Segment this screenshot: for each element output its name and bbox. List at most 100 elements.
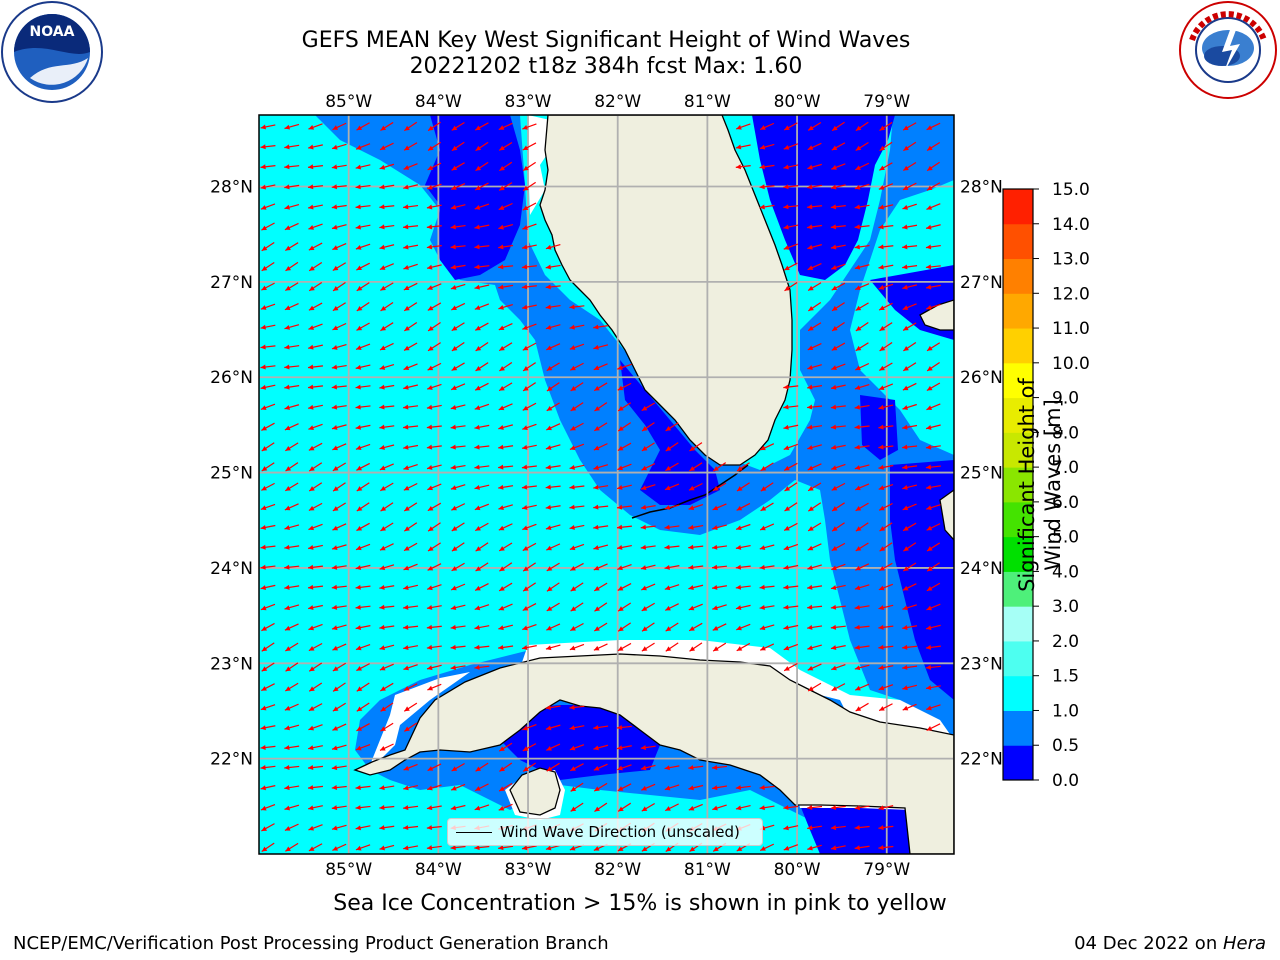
wave-arrow: [569, 443, 585, 451]
wave-arrow: [807, 404, 823, 410]
wave-arrow: [260, 785, 276, 791]
wave-arrow: [712, 785, 727, 791]
wave-arrow: [854, 483, 870, 491]
wave-arrow: [380, 722, 394, 732]
wave-arrow: [759, 805, 775, 811]
wave-arrow: [570, 582, 584, 592]
wave-arrow: [521, 264, 537, 270]
wave-arrow: [617, 422, 632, 432]
wave-arrow: [284, 423, 299, 431]
lat-label: 26°N: [960, 368, 1003, 388]
wave-arrow: [807, 584, 823, 590]
wave-arrow: [617, 602, 632, 612]
wave-arrow: [426, 784, 442, 791]
wave-arrow: [545, 284, 561, 290]
wave-arrow: [831, 121, 845, 132]
wave-arrow: [617, 402, 632, 412]
wave-arrow: [355, 143, 371, 150]
wave-arrow: [261, 262, 275, 272]
colorbar-segment: [1003, 189, 1033, 225]
wave-arrow: [285, 242, 299, 252]
wave-arrow: [474, 464, 490, 470]
wave-arrow: [925, 624, 941, 631]
wave-arrow: [332, 682, 346, 692]
wave-arrow: [261, 462, 275, 472]
wave-arrow: [379, 204, 395, 210]
wave-arrow: [356, 302, 370, 312]
wave-arrow: [474, 664, 490, 670]
wave-arrow: [807, 163, 822, 170]
wave-arrow: [427, 322, 441, 332]
wave-arrow: [569, 362, 584, 371]
wave-arrow: [593, 504, 609, 510]
wave-arrow: [878, 424, 894, 430]
wave-arrow: [735, 544, 751, 550]
wave-arrow: [902, 604, 917, 611]
wave-arrow: [688, 482, 703, 491]
wave-arrow: [261, 442, 275, 452]
wave-arrow: [736, 502, 751, 511]
wave-arrow: [759, 785, 775, 791]
wave-arrow: [879, 322, 893, 332]
wave-arrow: [664, 803, 679, 812]
wave-arrow: [284, 184, 300, 190]
wave-arrow: [807, 204, 823, 210]
colorbar-segment: [1003, 745, 1033, 781]
wave-arrow: [427, 342, 441, 352]
wave-zone-low: [620, 360, 720, 505]
wave-arrow: [332, 462, 347, 472]
noaa-logo-icon: NOAA: [1, 1, 103, 103]
wave-arrow: [926, 382, 941, 392]
wave-arrow: [759, 184, 775, 190]
wave-arrow: [593, 324, 609, 330]
wave-arrow: [260, 384, 276, 390]
wave-arrow: [475, 322, 489, 331]
wave-arrow: [807, 805, 823, 811]
wave-arrow: [926, 504, 941, 511]
wave-arrow: [522, 123, 537, 130]
wave-arrow: [450, 383, 466, 391]
wave-arrow: [545, 464, 561, 470]
wave-arrow: [902, 362, 917, 372]
wave-arrow: [284, 745, 300, 751]
wave-arrow: [522, 323, 537, 330]
wave-arrow: [522, 562, 536, 572]
wave-arrow: [807, 543, 822, 551]
wave-arrow: [451, 302, 466, 311]
wave-arrow: [498, 202, 513, 211]
wave-arrow: [332, 243, 347, 251]
wave-arrow: [830, 204, 846, 210]
wave-arrow: [331, 805, 347, 811]
wave-arrow: [902, 382, 917, 391]
wave-arrow: [308, 604, 323, 610]
wave-arrow: [522, 181, 536, 192]
wave-arrow: [403, 424, 419, 430]
wave-arrow: [403, 563, 418, 571]
wave-arrow: [926, 342, 941, 352]
wave-arrow: [522, 362, 536, 372]
wave-arrow: [640, 745, 656, 751]
wave-arrow: [878, 204, 894, 210]
wave-arrow: [308, 724, 323, 731]
wave-arrow: [260, 303, 276, 310]
wave-arrow: [735, 805, 751, 811]
wave-arrow: [783, 662, 798, 672]
map-frame: [258, 114, 955, 855]
wave-arrow: [356, 663, 370, 672]
wave-arrow: [261, 842, 275, 852]
wave-arrow: [498, 122, 513, 131]
wave-arrow: [308, 682, 323, 692]
colorbar-tick-label: 8.0: [1052, 423, 1079, 443]
wave-arrow: [474, 424, 490, 430]
wave-arrow: [854, 683, 870, 691]
wave-arrow: [830, 624, 846, 630]
wave-arrow: [878, 502, 893, 511]
wave-arrow: [260, 403, 276, 411]
wave-arrow: [285, 261, 299, 272]
wave-arrow: [355, 644, 371, 651]
colorbar-segment: [1003, 640, 1033, 677]
wave-arrow: [355, 604, 371, 610]
wave-arrow: [926, 182, 941, 191]
wave-zone-low: [425, 115, 525, 280]
lat-label: 23°N: [960, 654, 1003, 674]
